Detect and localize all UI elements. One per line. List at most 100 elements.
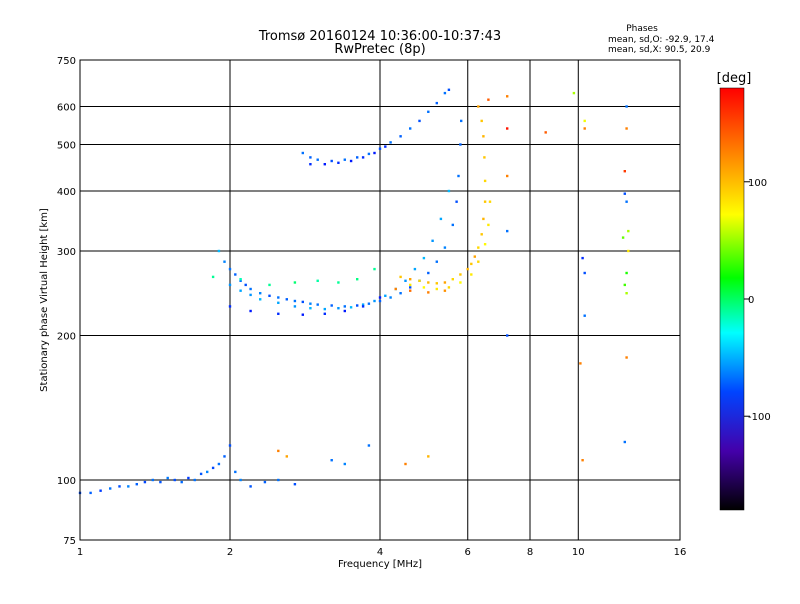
- data-point: [367, 302, 371, 305]
- data-point: [277, 478, 280, 482]
- data-point: [427, 110, 430, 113]
- data-point: [473, 255, 476, 258]
- data-point: [109, 487, 112, 490]
- data-point: [330, 159, 333, 163]
- y-tick-label: 750: [57, 56, 76, 67]
- data-point: [330, 459, 333, 462]
- data-point: [459, 281, 462, 284]
- data-point: [234, 273, 237, 276]
- x-axis-label: Frequency [MHz]: [338, 559, 422, 570]
- data-point: [477, 246, 480, 249]
- data-point: [244, 283, 247, 287]
- data-point: [480, 233, 483, 236]
- data-point: [127, 485, 130, 488]
- data-point: [234, 470, 237, 474]
- data-point: [293, 483, 297, 486]
- data-point: [277, 296, 280, 299]
- y-tick-label: 75: [63, 536, 76, 547]
- chart-title-line2: RwPretec (8p): [334, 42, 425, 57]
- data-point: [268, 294, 271, 297]
- colorbar-ticks: 100 0 -100: [744, 178, 771, 423]
- x-tick-label: 6: [465, 547, 471, 558]
- data-point: [483, 200, 487, 203]
- data-point: [459, 273, 462, 276]
- data-point: [309, 307, 312, 310]
- data-point: [483, 156, 486, 159]
- data-point: [506, 229, 509, 233]
- data-point: [447, 286, 451, 289]
- data-point: [316, 303, 319, 306]
- data-point: [99, 489, 102, 492]
- data-point: [239, 289, 242, 292]
- x-tick-label: 10: [572, 547, 585, 558]
- data-point: [435, 260, 438, 263]
- data-point: [277, 301, 280, 304]
- data-point: [399, 275, 402, 279]
- data-point: [447, 88, 451, 91]
- data-point: [301, 313, 304, 316]
- colorbar-tick-label: 100: [748, 178, 767, 189]
- y-tick-label: 200: [57, 332, 76, 343]
- data-point: [180, 480, 183, 484]
- x-tick-label: 1: [77, 547, 83, 558]
- data-point: [399, 135, 402, 138]
- stats-line-o: mean, sd,O: -92.9, 17.4: [608, 35, 715, 45]
- data-point: [316, 279, 319, 282]
- data-point: [443, 281, 447, 284]
- data-point: [404, 279, 407, 282]
- data-point: [228, 267, 232, 271]
- data-point: [378, 296, 382, 299]
- data-point: [384, 294, 387, 297]
- data-point: [399, 292, 402, 295]
- data-point: [343, 462, 346, 466]
- data-point: [285, 455, 288, 458]
- data-points: [78, 88, 630, 495]
- data-point: [583, 127, 586, 130]
- data-point: [211, 275, 215, 279]
- data-point: [427, 281, 430, 284]
- data-point: [389, 141, 392, 144]
- data-point: [623, 283, 626, 287]
- data-point: [343, 309, 346, 313]
- data-point: [367, 444, 371, 447]
- data-point: [309, 302, 312, 305]
- data-point: [623, 192, 626, 195]
- data-point: [268, 283, 271, 287]
- data-point: [361, 156, 365, 159]
- stats-line-x: mean, sd,X: 90.5, 20.9: [608, 45, 711, 55]
- data-point: [143, 480, 147, 484]
- y-tick-label: 300: [57, 247, 76, 258]
- y-tick-label: 100: [57, 476, 76, 487]
- data-point: [187, 476, 190, 480]
- data-point: [217, 462, 221, 466]
- data-point: [627, 249, 630, 253]
- data-point: [301, 300, 304, 304]
- data-point: [166, 476, 169, 480]
- grid-lines: [80, 60, 680, 540]
- axis-ticks: 1 2 4 6 8 10 16 75 100 200 300 400 500 600 750: [57, 56, 686, 558]
- data-point: [337, 281, 340, 284]
- data-point: [135, 483, 138, 486]
- data-point: [384, 145, 387, 148]
- data-point: [409, 278, 412, 281]
- data-point: [159, 480, 162, 484]
- data-point: [378, 299, 382, 303]
- data-point: [249, 293, 252, 297]
- data-point: [285, 298, 288, 301]
- data-point: [427, 455, 430, 458]
- data-point: [228, 444, 232, 447]
- data-point: [323, 307, 326, 311]
- data-point: [470, 273, 473, 276]
- data-point: [173, 478, 176, 482]
- data-point: [451, 223, 454, 227]
- colorbar-title: [deg]: [717, 71, 752, 86]
- data-point: [239, 478, 242, 482]
- data-point: [627, 229, 630, 233]
- data-point: [316, 158, 319, 161]
- data-point: [394, 287, 397, 291]
- data-point: [422, 286, 426, 289]
- data-point: [249, 287, 252, 291]
- data-point: [451, 278, 454, 281]
- data-point: [572, 91, 576, 95]
